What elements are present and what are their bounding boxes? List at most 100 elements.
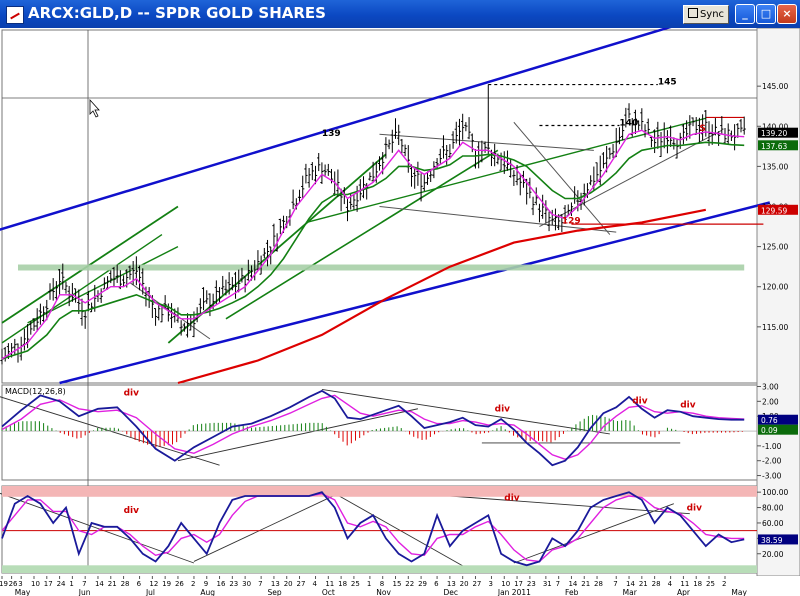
x-tick-label: 21 — [639, 580, 648, 588]
x-tick-label: 23 — [527, 580, 536, 588]
price-bar — [41, 306, 46, 322]
x-month-label: Feb — [565, 588, 579, 596]
x-tick-label: 6 — [137, 580, 142, 588]
x-month-label: Nov — [376, 588, 391, 596]
chart-app-icon[interactable] — [6, 6, 24, 24]
x-month-label: Sep — [268, 588, 282, 596]
x-tick-label: 23 — [229, 580, 238, 588]
price-bar — [617, 127, 622, 145]
stoch-trendline-4 — [513, 503, 674, 564]
price-bar — [387, 139, 391, 150]
price-bar — [576, 190, 580, 212]
x-tick-label: 25 — [351, 580, 360, 588]
price-bar — [409, 164, 414, 187]
window-title: ARCX:GLD,D -- SPDR GOLD SHARES — [28, 4, 326, 22]
chart-axes: MACD(12,26,8)145.00140.00135.00130.00125… — [0, 82, 800, 596]
macd-annotation: div — [632, 397, 648, 407]
price-y-tick-label: 135.00 — [762, 162, 788, 171]
price-bar — [323, 164, 327, 176]
price-value-label-box — [758, 127, 798, 138]
price-bar — [352, 194, 356, 210]
mouse-pointer-icon — [89, 98, 100, 118]
x-tick-label: 7 — [556, 580, 560, 588]
x-tick-label: 20 — [284, 580, 293, 588]
price-bar — [528, 177, 532, 199]
stoch-trendline-3 — [449, 495, 690, 515]
price-bar — [208, 293, 212, 317]
price-bar — [221, 275, 225, 295]
price-bar — [198, 298, 202, 315]
x-tick-label: 7 — [258, 580, 262, 588]
x-tick-label: 17 — [514, 580, 523, 588]
price-bar — [291, 189, 295, 210]
x-tick-label: 19 — [162, 580, 171, 588]
price-bar — [115, 264, 119, 283]
stoch-y-tick-label: 20.00 — [762, 550, 784, 559]
price-bar — [422, 173, 426, 192]
stoch-value-label: 38.59 — [761, 536, 783, 545]
price-bar — [710, 124, 714, 145]
macd-line — [1, 389, 745, 467]
price-bar — [189, 315, 193, 331]
price-bar — [265, 239, 270, 267]
macd-y-tick-label: -2.00 — [762, 457, 782, 466]
price-bar — [454, 121, 458, 144]
price-bar — [112, 267, 116, 288]
title-bar[interactable]: ARCX:GLD,D -- SPDR GOLD SHARES Sync _ □ … — [0, 0, 800, 28]
price-value-label: 137.63 — [761, 142, 787, 151]
price-annotation: 129 — [562, 216, 581, 226]
price-bar — [653, 129, 657, 154]
price-bar — [582, 183, 586, 206]
price-bar — [739, 118, 743, 133]
x-tick-label: 15 — [392, 580, 401, 588]
stoch-y-tick-label: 60.00 — [762, 519, 784, 528]
price-bar — [35, 308, 39, 332]
maximize-button[interactable]: □ — [756, 4, 776, 24]
x-tick-label: 11 — [680, 580, 689, 588]
price-bar — [137, 265, 142, 291]
x-tick-label: 29 — [418, 580, 427, 588]
x-month-label: Dec — [443, 588, 458, 596]
panel-frames — [0, 28, 800, 596]
price-bar — [278, 218, 282, 235]
price-bar — [675, 138, 679, 159]
x-tick-label: 10 — [31, 580, 40, 588]
price-bar — [246, 259, 250, 281]
price-bar — [403, 144, 407, 157]
x-tick-label: 14 — [568, 580, 577, 588]
price-bar — [720, 116, 724, 134]
price-bar — [64, 281, 68, 294]
price-bar — [697, 117, 702, 143]
price-bar — [547, 211, 551, 232]
sync-button[interactable]: Sync — [683, 5, 729, 24]
price-bar — [467, 117, 471, 140]
price-bar — [313, 165, 318, 185]
x-tick-label: 28 — [594, 580, 603, 588]
price-annotation: 145 — [658, 78, 677, 88]
price-bar — [589, 175, 593, 186]
price-bar — [742, 116, 746, 135]
x-tick-label: 17 — [44, 580, 53, 588]
close-button[interactable]: × — [777, 4, 797, 24]
price-bar — [723, 127, 727, 144]
x-tick-label: 14 — [626, 580, 635, 588]
price-bar — [272, 223, 276, 247]
y-axis-strip — [756, 28, 800, 577]
x-tick-label: 14 — [95, 580, 104, 588]
price-bar — [518, 173, 522, 196]
price-bar — [61, 263, 65, 290]
price-bar — [51, 278, 55, 301]
price-bar — [99, 288, 103, 303]
minimize-button[interactable]: _ — [735, 4, 755, 24]
price-bar — [461, 113, 465, 140]
stoch-d-line — [1, 492, 745, 563]
x-tick-label: 6 — [434, 580, 439, 588]
macd-signal-line — [1, 394, 745, 460]
price-bar — [134, 256, 138, 286]
price-bar — [205, 290, 209, 304]
macd-value-label-box — [758, 414, 798, 425]
price-bar — [345, 197, 350, 222]
x-tick-label: 1 — [367, 580, 371, 588]
